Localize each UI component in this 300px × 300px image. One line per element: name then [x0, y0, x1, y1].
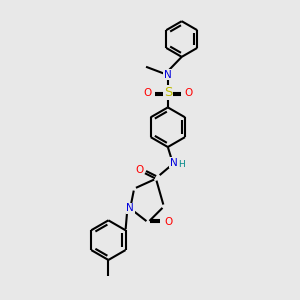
- Text: H: H: [178, 160, 185, 169]
- Text: O: O: [135, 165, 143, 175]
- Text: S: S: [164, 86, 172, 99]
- Text: O: O: [184, 88, 193, 98]
- Text: O: O: [165, 217, 173, 227]
- Text: N: N: [126, 203, 134, 214]
- Text: N: N: [170, 158, 178, 168]
- Text: N: N: [164, 70, 172, 80]
- Text: O: O: [143, 88, 151, 98]
